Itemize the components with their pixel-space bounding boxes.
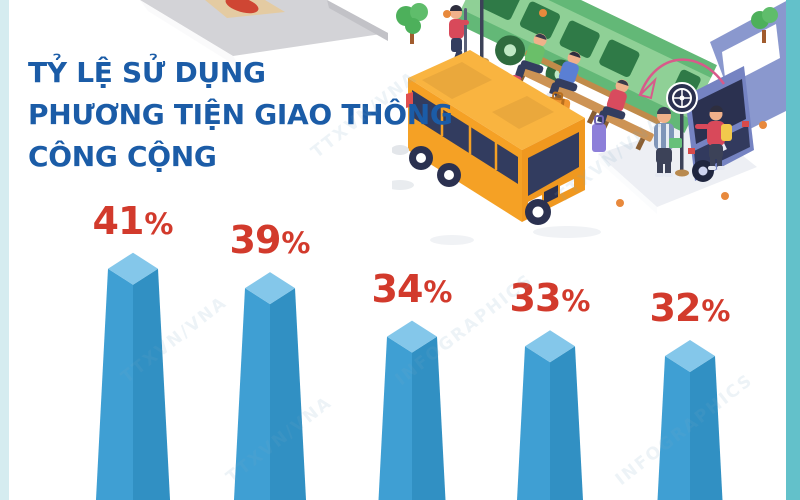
orange-dot (539, 9, 547, 17)
orange-dot (721, 192, 729, 200)
left-edge-strip (0, 0, 9, 500)
tree (751, 7, 778, 43)
orange-dot (616, 199, 624, 207)
bar-column (657, 340, 723, 500)
bar-value-label: 33% (509, 276, 591, 321)
bar-value-label: 39% (229, 218, 311, 263)
title-line-2: PHƯƠNG TIỆN GIAO THÔNG (28, 98, 453, 131)
title-line-1: TỶ LỆ SỬ DỤNG (28, 56, 266, 89)
platform-fragment-illustration (140, 0, 388, 69)
right-edge-strip (786, 0, 800, 500)
bar-column (378, 320, 446, 500)
bar-column (233, 272, 307, 500)
bar-value-label: 34% (371, 266, 453, 311)
bar-value-label: 32% (649, 286, 731, 330)
standing-person-blue (654, 107, 682, 177)
title-line-3: CÔNG CỘNG (28, 140, 217, 173)
blue-bus (685, 0, 788, 182)
bar-column (517, 330, 583, 500)
bar-column (95, 252, 171, 500)
seated-person-blue (546, 51, 581, 100)
tree (396, 3, 428, 44)
page-title: TỶ LỆ SỬ DỤNG PHƯƠNG TIỆN GIAO THÔNG CÔN… (28, 52, 453, 178)
orange-dot (759, 121, 767, 129)
pebble (392, 145, 409, 155)
bar-value-label: 41% (92, 198, 174, 243)
canopy-arc (638, 58, 726, 96)
luggage-purple (592, 115, 606, 152)
bus-station-illustration (392, 0, 788, 245)
orange-bus (406, 50, 585, 225)
orange-dot (443, 10, 451, 18)
standing-person-red-jacket (695, 105, 732, 170)
